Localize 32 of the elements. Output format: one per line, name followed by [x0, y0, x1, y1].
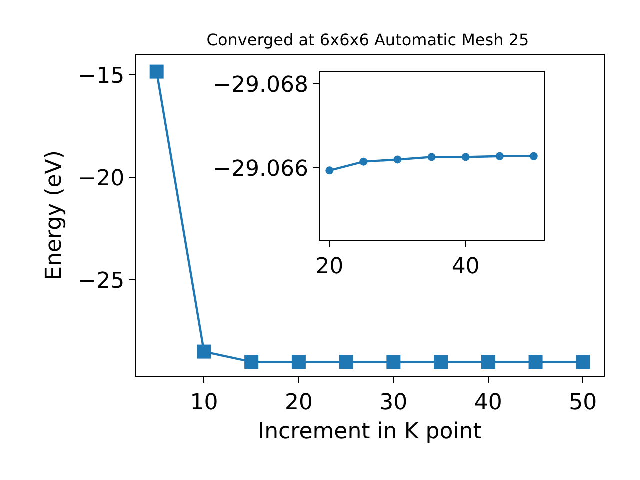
point [530, 152, 538, 160]
point [528, 355, 543, 370]
point [496, 152, 504, 160]
point [576, 355, 590, 370]
point [394, 156, 402, 164]
x-tick-label: 40 [452, 254, 480, 280]
point [339, 355, 354, 370]
x-tick-label: 10 [190, 390, 218, 416]
point [428, 153, 436, 162]
y-tick-label: −20 [78, 166, 125, 192]
point [292, 355, 306, 370]
x-tick-label: 30 [380, 390, 408, 416]
x-axis-title: Increment in K point [258, 419, 482, 444]
y-tick-label: −25 [78, 268, 125, 294]
point [244, 355, 259, 370]
point [150, 64, 164, 79]
point [462, 153, 470, 162]
point [326, 166, 334, 175]
point [481, 355, 496, 370]
x-tick-label: 40 [474, 390, 502, 416]
y-tick-label: −29.068 [213, 72, 309, 98]
x-tick-label: 20 [316, 254, 344, 280]
point [197, 344, 212, 359]
y-tick-label: −15 [78, 64, 125, 89]
y-tick-label: −29.066 [213, 156, 309, 182]
chart-title: Converged at 6x6x6 Automatic Mesh 25 [206, 30, 530, 50]
point [386, 355, 401, 370]
x-tick-label: 20 [284, 390, 313, 416]
y-axis-title: Energy (eV) [42, 150, 67, 280]
x-tick-label: 50 [569, 390, 598, 416]
point [360, 158, 368, 166]
point [434, 355, 448, 370]
